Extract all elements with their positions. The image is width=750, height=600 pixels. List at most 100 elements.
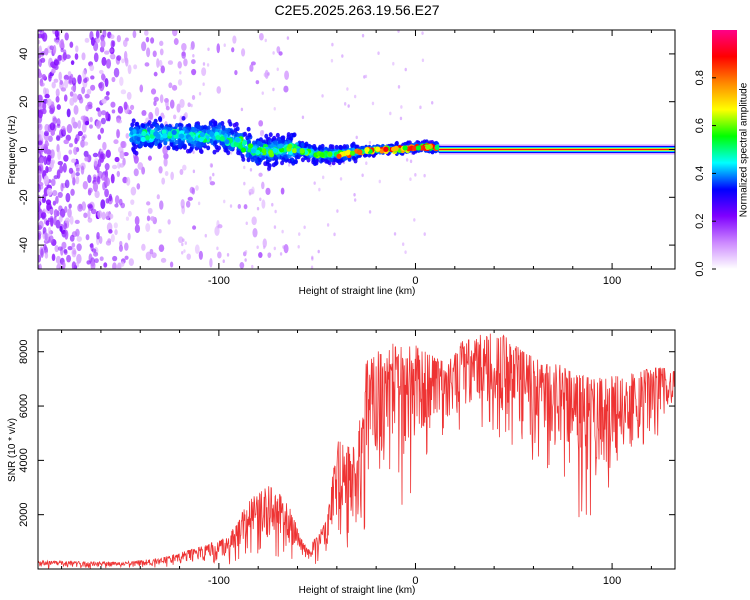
chart-title: C2E5.2025.263.19.56.E27 — [274, 2, 439, 18]
noise-point — [105, 111, 109, 120]
noise-point — [77, 74, 82, 85]
noise-point — [64, 32, 69, 41]
noise-point — [160, 257, 167, 263]
signal-point — [211, 126, 216, 132]
noise-point — [56, 263, 62, 269]
noise-point — [56, 169, 61, 180]
ridge-point — [199, 131, 205, 138]
noise-point — [52, 30, 56, 35]
noise-point — [116, 128, 120, 139]
noise-point — [258, 251, 263, 258]
noise-point — [93, 251, 99, 257]
noise-point — [164, 97, 169, 103]
signal-point — [191, 127, 196, 133]
noise-point — [283, 243, 289, 254]
signal-point — [163, 140, 168, 146]
noise-point — [113, 139, 119, 145]
noise-point — [102, 181, 106, 191]
noise-point — [57, 150, 62, 161]
noise-point — [179, 98, 185, 108]
ridge-point — [178, 133, 185, 139]
noise-point — [239, 262, 245, 269]
noise-point — [87, 174, 92, 184]
noise-point — [267, 252, 272, 258]
noise-point — [339, 177, 343, 181]
noise-point — [100, 127, 105, 134]
noise-point — [169, 99, 175, 109]
ridge-point — [219, 136, 225, 142]
noise-point — [243, 204, 248, 210]
noise-point — [70, 60, 75, 66]
noise-point — [156, 194, 160, 200]
ridge-point — [344, 150, 351, 156]
noise-point — [38, 224, 43, 231]
noise-point — [53, 59, 60, 66]
noise-point — [41, 51, 46, 56]
noise-point — [191, 95, 196, 100]
noise-point — [40, 212, 47, 219]
noise-point — [97, 210, 103, 219]
noise-point — [64, 205, 68, 214]
colorbar: 0.0 0.2 0.4 0.6 0.8 Normalized spectral ampl… — [694, 30, 750, 277]
ridge-point — [393, 145, 399, 151]
noise-point — [103, 262, 108, 268]
noise-point — [173, 114, 177, 120]
noise-point — [45, 165, 49, 174]
ridge-point — [299, 148, 305, 154]
noise-point — [44, 123, 50, 132]
signal-point — [274, 160, 279, 166]
noise-point — [216, 86, 222, 94]
noise-point — [41, 197, 46, 204]
noise-point — [393, 232, 397, 236]
signal-point — [140, 140, 145, 146]
noise-point — [82, 69, 87, 79]
noise-point — [87, 101, 93, 107]
noise-point — [343, 102, 347, 106]
ridge-point — [383, 146, 389, 152]
ridge-point — [255, 149, 261, 155]
noise-point — [62, 52, 67, 61]
noise-point — [421, 31, 424, 35]
noise-point — [68, 167, 74, 174]
noise-point — [51, 81, 56, 89]
ridge-point — [357, 149, 363, 155]
noise-point — [83, 212, 88, 219]
ridge-point — [246, 147, 252, 153]
signal-point — [198, 148, 203, 154]
noise-point — [69, 215, 74, 225]
noise-point — [104, 77, 109, 88]
spectrogram-panel: -100 0 100 -40 -20 0 20 40 Height of straight … — [7, 29, 676, 297]
noise-point — [255, 80, 260, 85]
noise-point — [261, 181, 265, 190]
noise-point — [158, 229, 162, 234]
noise-point — [169, 261, 174, 268]
noise-point — [85, 234, 90, 241]
signal-point — [287, 158, 292, 164]
noise-point — [75, 175, 80, 185]
signal-point — [178, 125, 183, 131]
noise-point — [108, 48, 114, 53]
noise-point — [133, 64, 138, 70]
y-tick-label: 4000 — [18, 448, 30, 472]
noise-point — [57, 160, 64, 166]
noise-point — [66, 254, 72, 263]
ridge-point — [240, 147, 247, 153]
noise-point — [192, 150, 195, 154]
noise-point — [212, 172, 215, 177]
noise-point — [264, 38, 267, 43]
snr-x-label: Height of straight line (km) — [299, 585, 416, 596]
ridge-point — [434, 144, 440, 151]
noise-point — [404, 67, 407, 72]
signal-point — [212, 135, 217, 141]
colorbar-tick-label: 0.6 — [694, 118, 706, 133]
noise-point — [276, 46, 281, 54]
noise-point — [232, 35, 237, 44]
noise-point — [53, 78, 59, 83]
noise-point — [189, 186, 195, 194]
ridge-point — [241, 140, 248, 146]
noise-point — [237, 204, 241, 209]
noise-point — [48, 235, 54, 244]
snr-frame — [37, 329, 676, 570]
noise-point — [130, 186, 137, 196]
noise-point — [100, 151, 104, 160]
